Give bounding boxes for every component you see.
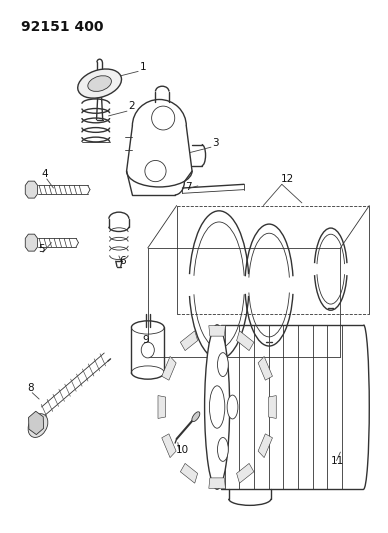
Ellipse shape	[227, 395, 238, 419]
Ellipse shape	[192, 412, 200, 422]
Polygon shape	[25, 181, 38, 198]
Text: 6: 6	[119, 256, 125, 266]
Polygon shape	[180, 463, 197, 483]
Ellipse shape	[78, 69, 121, 98]
Ellipse shape	[88, 76, 111, 92]
Text: 9: 9	[142, 335, 149, 345]
Text: 7: 7	[185, 182, 192, 192]
Text: 3: 3	[213, 138, 219, 148]
Ellipse shape	[218, 438, 228, 462]
Polygon shape	[237, 331, 254, 351]
Text: 5: 5	[38, 244, 45, 254]
Ellipse shape	[204, 325, 230, 489]
Polygon shape	[258, 357, 272, 380]
Polygon shape	[209, 326, 225, 336]
Ellipse shape	[218, 353, 228, 376]
Polygon shape	[268, 395, 276, 418]
Text: 11: 11	[331, 456, 344, 466]
Ellipse shape	[210, 386, 225, 428]
Polygon shape	[258, 434, 272, 458]
Polygon shape	[209, 478, 225, 488]
Text: 10: 10	[176, 445, 189, 455]
Ellipse shape	[145, 160, 166, 182]
Text: 4: 4	[42, 169, 48, 180]
Polygon shape	[162, 434, 176, 458]
Ellipse shape	[152, 106, 175, 130]
Text: 12: 12	[281, 174, 294, 184]
Text: 1: 1	[140, 62, 147, 72]
Polygon shape	[25, 234, 38, 251]
Ellipse shape	[28, 414, 48, 438]
Text: 2: 2	[128, 101, 135, 111]
Polygon shape	[180, 331, 197, 351]
Polygon shape	[158, 395, 166, 418]
Polygon shape	[29, 411, 43, 434]
Text: 8: 8	[28, 383, 34, 393]
Polygon shape	[162, 357, 176, 380]
Polygon shape	[237, 463, 254, 483]
Ellipse shape	[141, 342, 154, 358]
Text: 92151 400: 92151 400	[21, 20, 103, 34]
